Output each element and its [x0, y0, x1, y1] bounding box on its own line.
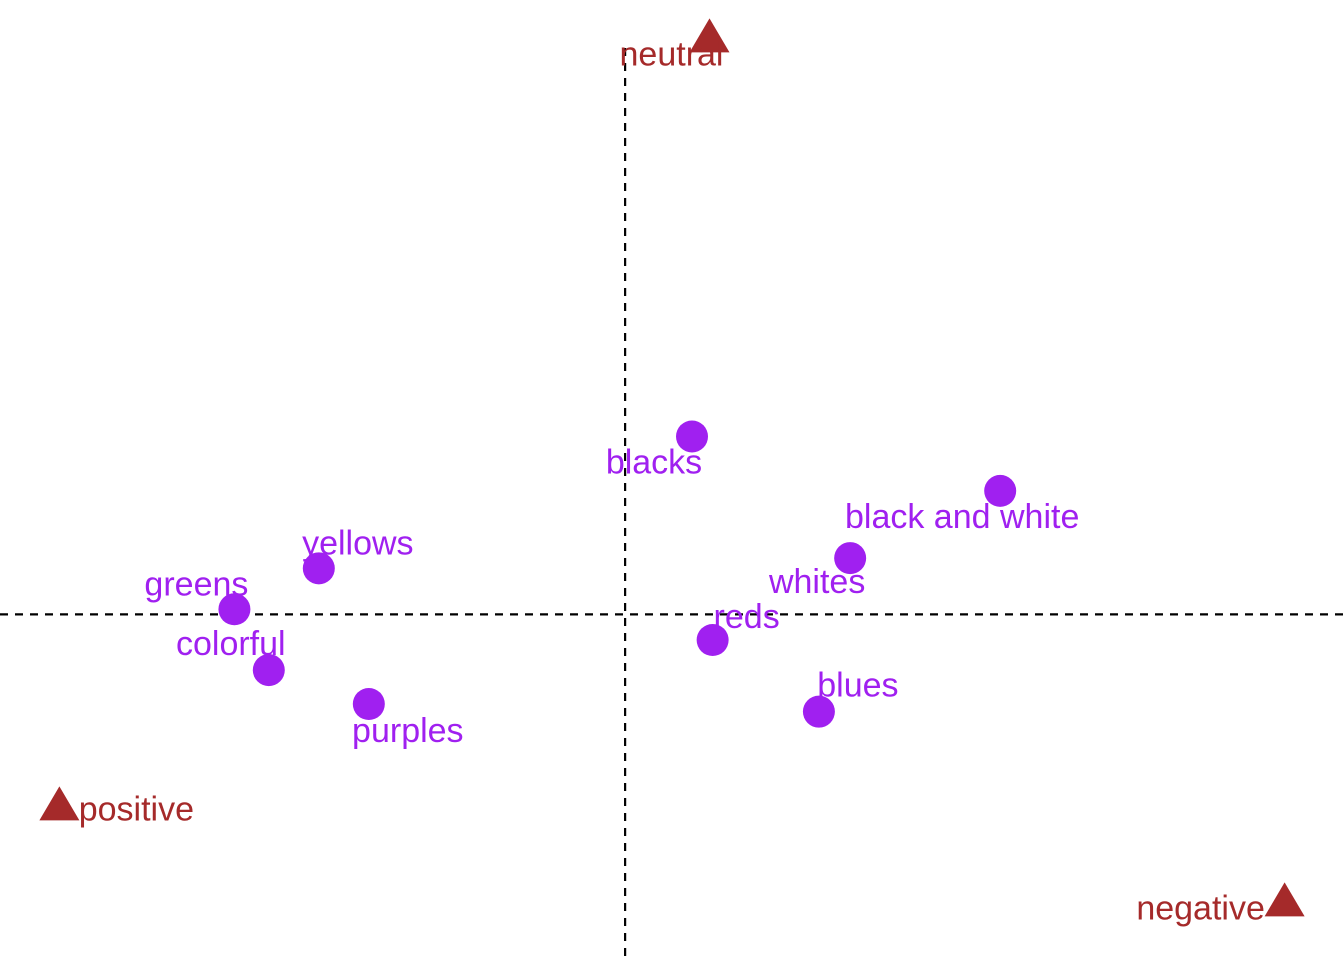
point-colorful-label: colorful [176, 625, 286, 663]
point-black-and-white-label: black and white [845, 498, 1079, 536]
point-positive-marker [39, 786, 80, 821]
point-purples-marker [352, 688, 385, 720]
point-whites-label: whites [768, 563, 865, 601]
point-negative-label: negative [1136, 889, 1265, 927]
point-reds-label: reds [714, 598, 780, 636]
point-colorful-marker [252, 654, 285, 687]
point-blues-label: blues [817, 667, 898, 705]
point-negative-marker [1264, 882, 1305, 917]
point-whites-marker [834, 542, 867, 575]
point-greens-label: greens [144, 565, 248, 603]
point-neutral-marker [689, 18, 730, 53]
point-positive-label: positive [79, 790, 194, 828]
point-black-and-white-marker [984, 474, 1017, 507]
point-blacks-label: blacks [606, 443, 702, 481]
point-blacks-marker [676, 420, 709, 453]
point-yellows-label: yellows [302, 524, 413, 562]
point-yellows-marker [302, 552, 335, 585]
point-neutral-label: neutral [620, 35, 724, 73]
point-reds-marker [696, 624, 729, 656]
point-greens-marker [218, 593, 251, 626]
point-purples-label: purples [352, 712, 464, 750]
point-blues-marker [802, 695, 835, 728]
